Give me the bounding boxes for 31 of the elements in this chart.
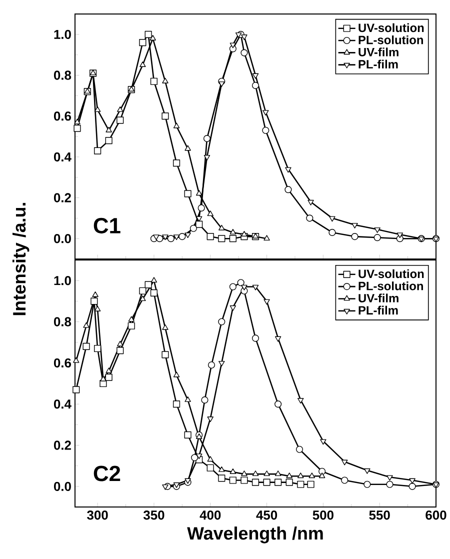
y-tick-label: 0.6 xyxy=(54,358,71,368)
x-tick-label: 600 xyxy=(426,510,446,520)
legend-label: UV-film xyxy=(358,48,398,56)
y-tick-label: 0.8 xyxy=(54,70,72,80)
y-axis-title: Intensity /a.u. xyxy=(12,202,30,316)
y-tick-label: 0.4 xyxy=(54,400,72,409)
y-tick-label: 1.0 xyxy=(54,30,71,40)
y-tick-label: 0.6 xyxy=(54,112,71,121)
legend-label: PL-film xyxy=(358,60,398,68)
legend-label: PL-solution xyxy=(358,35,423,44)
x-tick-label: 300 xyxy=(87,510,108,520)
legend-label: UV-solution xyxy=(358,23,424,32)
y-tick-label: 1.0 xyxy=(54,276,71,286)
y-tick-label: 0.2 xyxy=(54,193,71,202)
x-tick-label: 550 xyxy=(369,510,390,520)
y-tick-label: 0.8 xyxy=(54,317,72,326)
legend-label: PL-solution xyxy=(358,281,423,290)
annotation: C1 xyxy=(94,218,120,234)
annotation: C2 xyxy=(94,466,120,482)
legend-label: UV-film xyxy=(358,294,398,302)
x-tick-label: 350 xyxy=(143,510,164,520)
y-tick-label: 0.0 xyxy=(54,234,71,244)
legend-label: UV-solution xyxy=(358,269,424,278)
y-tick-label: 0.2 xyxy=(54,440,71,450)
x-tick-label: 500 xyxy=(312,510,334,520)
x-tick-label: 400 xyxy=(200,510,221,520)
y-tick-label: 0.0 xyxy=(54,482,71,491)
x-axis-title: Wavelength /nm xyxy=(187,526,323,544)
legend-label: PL-film xyxy=(358,306,398,314)
y-tick-label: 0.4 xyxy=(54,152,72,162)
x-tick-label: 450 xyxy=(256,510,277,520)
